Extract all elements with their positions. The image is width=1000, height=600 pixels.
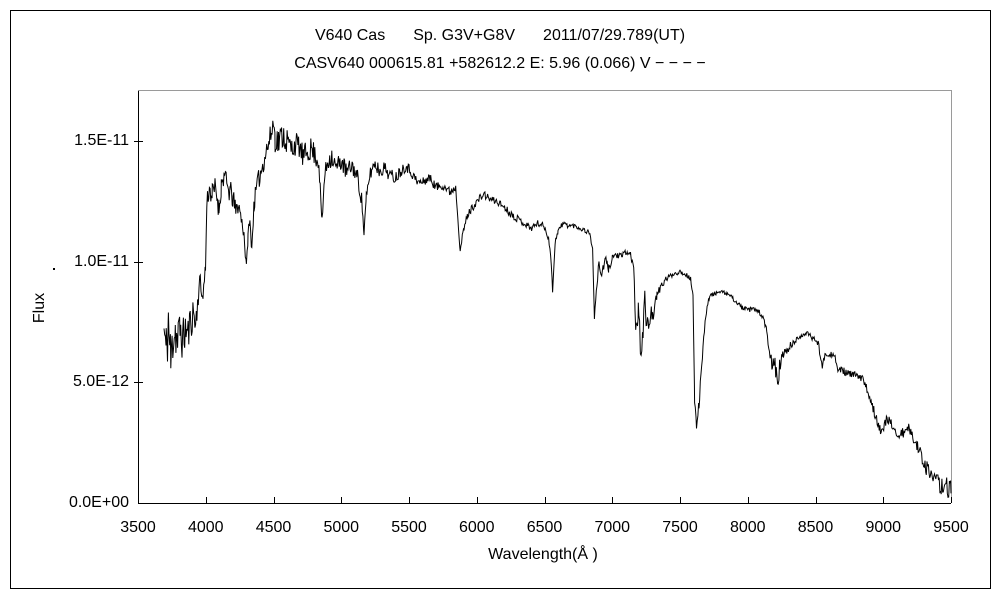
y-tick-label: 0.0E+00 — [68, 494, 129, 511]
spectrum-trace — [163, 120, 952, 499]
x-tick-label: 3500 — [120, 519, 156, 536]
x-tick-label: 7500 — [662, 519, 698, 536]
chart-title: V640 Cas Sp. G3V+G8V 2011/07/29.789(UT) — [0, 27, 1000, 45]
x-tick-label: 6500 — [526, 519, 563, 536]
x-tick-label: 4500 — [255, 519, 292, 536]
y-tick-label: 1.0E-11 — [74, 252, 129, 270]
x-axis-title: Wavelength(Å ) — [488, 546, 598, 563]
y-tick-label: 5.0E-12 — [72, 373, 129, 391]
x-tick-label: 9500 — [933, 519, 969, 536]
x-tick-label: 4000 — [187, 519, 224, 536]
x-tick-label: 5500 — [391, 519, 427, 536]
x-tick-label: 6000 — [458, 519, 495, 536]
x-tick-label: 8500 — [797, 519, 834, 536]
observation-date: 2011/07/29.789(UT) — [543, 27, 686, 44]
stray-dot — [53, 268, 55, 270]
y-tick-label: 1.5E-11 — [74, 132, 129, 150]
object-name: V640 Cas — [314, 27, 386, 44]
x-tick-label: 8000 — [729, 519, 766, 536]
chart-subtitle: CASV640 000615.81 +582612.2 E: 5.96 (0.0… — [294, 55, 706, 72]
figure-border — [10, 10, 991, 589]
spectral-type: Sp. G3V+G8V — [413, 27, 516, 44]
x-tick-label: 9000 — [865, 519, 902, 536]
x-tick-label: 7000 — [594, 519, 631, 536]
x-tick-label: 5000 — [323, 519, 360, 536]
